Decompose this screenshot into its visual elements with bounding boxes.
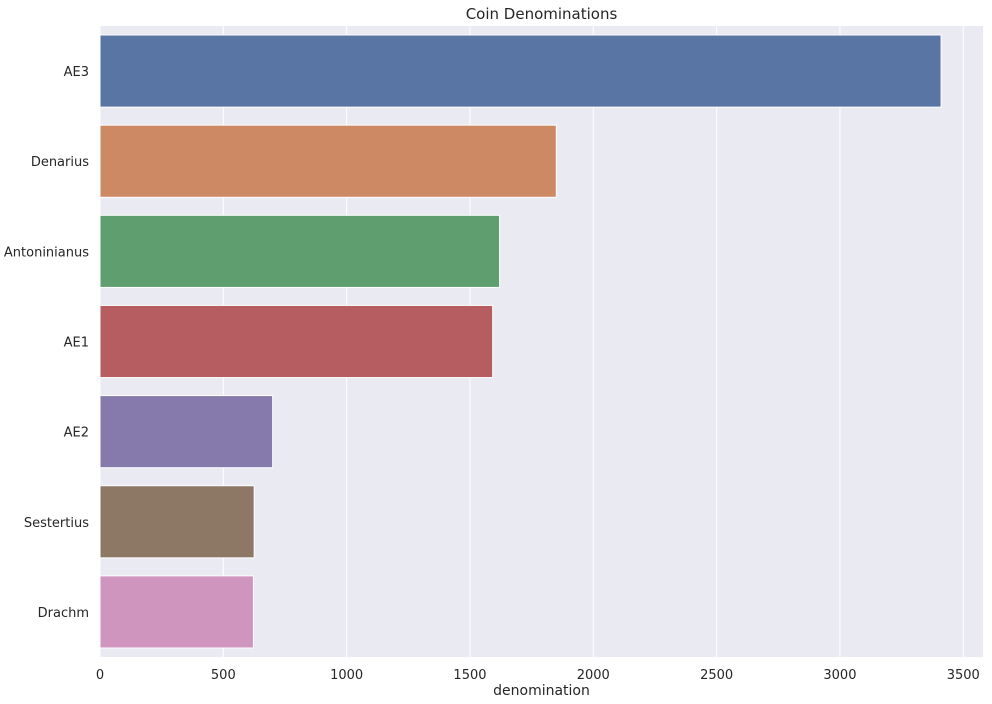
y-tick-labels: AE3 Denarius Antoninianus AE1 AE2 Sestertius D… <box>4 65 89 621</box>
y-tick-label: AE1 <box>64 336 89 351</box>
bar-drachm <box>99 575 254 649</box>
bars <box>99 34 942 649</box>
bar-antoninianus <box>99 214 501 288</box>
y-tick-label: Sestertius <box>24 516 89 531</box>
x-tick-label: 3000 <box>823 668 856 683</box>
chart-title: Coin Denominations <box>466 5 618 23</box>
bar-ae1 <box>99 304 494 379</box>
x-tick-label: 1000 <box>330 668 363 683</box>
bar-denarius <box>99 124 557 198</box>
x-tick-label: 0 <box>96 668 104 683</box>
x-tick-labels: 0 500 1000 1500 2000 2500 3000 3500 <box>96 668 980 683</box>
y-tick-label: Drachm <box>38 606 89 621</box>
x-tick-label: 2000 <box>577 668 610 683</box>
bar-ae3 <box>99 34 942 108</box>
y-tick-label: Denarius <box>31 155 89 170</box>
x-tick-label: 3500 <box>947 668 980 683</box>
x-tick-label: 2500 <box>700 668 733 683</box>
x-tick-label: 500 <box>211 668 236 683</box>
y-tick-label: AE3 <box>64 65 89 80</box>
x-axis-title: denomination <box>493 683 590 699</box>
y-tick-label: Antoninianus <box>4 245 89 260</box>
bar-ae2 <box>99 395 274 469</box>
x-tick-label: 1500 <box>453 668 486 683</box>
bar-sestertius <box>99 485 255 559</box>
y-tick-label: AE2 <box>64 426 89 441</box>
